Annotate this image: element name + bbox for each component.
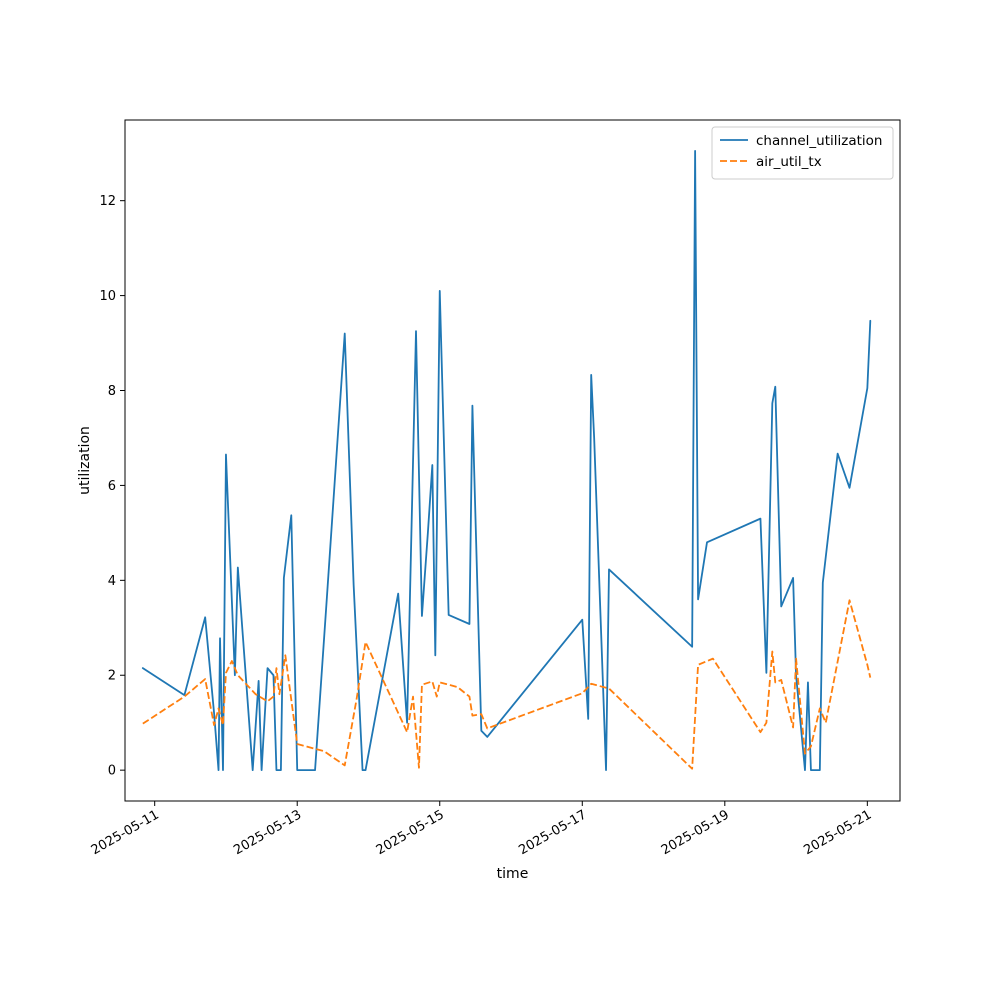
legend-label-air_util_tx: air_util_tx bbox=[756, 154, 822, 170]
y-tick-label: 12 bbox=[99, 194, 116, 209]
plot-frame bbox=[124, 119, 901, 802]
y-tick-label: 2 bbox=[108, 669, 116, 684]
y-tick-label: 10 bbox=[99, 289, 116, 304]
y-tick-label: 0 bbox=[108, 764, 116, 779]
series-channel_utilization bbox=[141, 149, 872, 772]
legend: channel_utilization air_util_tx bbox=[711, 126, 894, 180]
series-line-air_util_tx bbox=[142, 599, 872, 770]
y-tick-label: 4 bbox=[108, 574, 116, 589]
series-layer bbox=[141, 149, 872, 772]
series-air_util_tx bbox=[142, 599, 872, 770]
series-line-channel_utilization bbox=[141, 149, 872, 772]
y-tick-label: 6 bbox=[108, 479, 116, 494]
x-axis-label: time bbox=[497, 866, 529, 882]
legend-box bbox=[711, 126, 894, 180]
y-axis-label: utilization bbox=[77, 426, 93, 495]
y-axis-ticks: 0 2 4 6 8 10 12 bbox=[99, 194, 125, 779]
y-tick-label: 8 bbox=[108, 384, 116, 399]
legend-label-channel_utilization: channel_utilization bbox=[756, 133, 883, 149]
